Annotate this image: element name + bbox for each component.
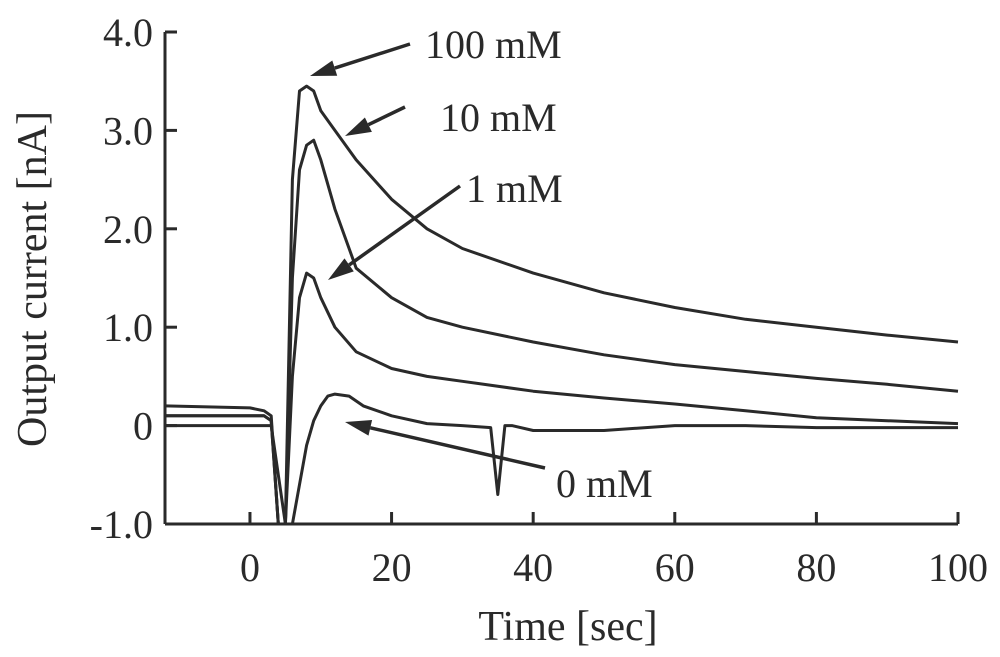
axes — [163, 32, 958, 526]
annotation-arrow-line — [348, 184, 462, 267]
x-tick-label: 40 — [513, 545, 553, 590]
x-tick-label: 60 — [655, 545, 695, 590]
y-ticks: -1.0 0 1.0 2.0 3.0 4.0 — [90, 10, 177, 547]
series-line-2 — [165, 271, 959, 526]
x-tick-label: 0 — [240, 545, 260, 590]
annotation-arrow-head — [345, 420, 373, 436]
series-line-3 — [165, 392, 958, 526]
y-tick-label: 2.0 — [103, 207, 153, 252]
x-tick-label: 100 — [928, 545, 988, 590]
y-tick-label: 3.0 — [103, 108, 153, 153]
series-line-0 — [165, 84, 959, 526]
annotations: 100 mM 10 mM 1 mM 0 mM — [310, 22, 653, 506]
x-tick-label: 80 — [796, 545, 836, 590]
y-tick-label: 4.0 — [103, 10, 153, 55]
annotation-arrow-line — [367, 105, 406, 127]
x-tick-label: 20 — [372, 545, 412, 590]
y-axis-label: Output current [nA] — [10, 111, 56, 447]
annotation-label: 10 mM — [440, 95, 557, 140]
x-ticks: 0 20 40 60 80 100 — [240, 512, 988, 590]
annotation-arrow-line — [369, 426, 546, 470]
x-axis-label: Time [sec] — [478, 604, 657, 650]
annotation-arrow-head — [310, 60, 338, 76]
annotation-label: 100 mM — [425, 22, 562, 67]
y-tick-label: 1.0 — [103, 305, 153, 350]
annotation-label: 1 mM — [466, 166, 563, 211]
y-tick-label: -1.0 — [90, 502, 153, 547]
series-group — [164, 84, 959, 526]
annotation-arrow-line — [334, 42, 411, 70]
y-tick-label: 0 — [133, 404, 153, 449]
annotation-arrow-head — [328, 258, 354, 280]
annotation-arrow-head — [345, 117, 372, 136]
annotation-label: 0 mM — [556, 461, 653, 506]
